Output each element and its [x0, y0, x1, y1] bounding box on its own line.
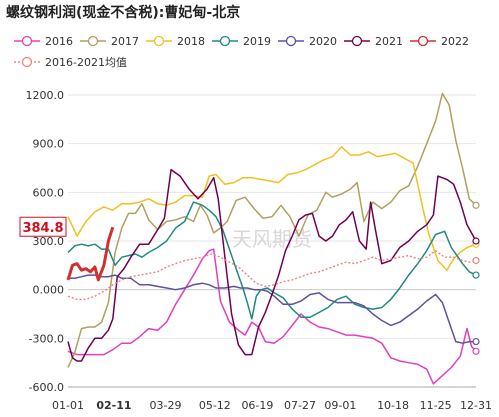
legend-label-4: 2019	[243, 35, 271, 48]
legend: 2016 2017 2018 2019 2020 2021 2022 2016-2021均值	[14, 35, 469, 69]
legend-label-5: 2020	[309, 35, 337, 48]
legend-label-3: 2018	[177, 35, 205, 48]
legend-item-5[interactable]: 2020	[278, 35, 337, 48]
series-line-2016-2021均值	[67, 250, 477, 301]
y-tick-label-7: -600.0	[29, 381, 64, 394]
series-end-point-2020	[472, 337, 480, 346]
last-value-box	[19, 216, 67, 237]
chart-title: 螺纹钢利润(现金不含税):曹妃甸-北京	[6, 5, 241, 21]
watermark-layer: 天风期货	[232, 227, 312, 251]
y-tick-label-3: 600.0	[33, 186, 65, 199]
series-line-2018	[67, 146, 477, 271]
x-tick-label-5: 06-19	[241, 399, 273, 412]
axis-layer: 1200.0 900.0 600.0 300.0 0.000 -300.0 -600.0 01…	[19, 89, 492, 412]
legend-item-7[interactable]: 2022	[410, 35, 469, 48]
legend-item-8[interactable]: 2016-2021均值	[14, 56, 127, 69]
legend-item-2[interactable]: 2017	[80, 35, 139, 48]
series-end-point-2021	[472, 237, 480, 245]
series-end-point-2016-2021均值	[472, 256, 480, 265]
last-value-callout: 384.8	[19, 216, 67, 237]
series-end-point-2016	[472, 347, 480, 355]
x-tick-label-7: 09-01	[324, 399, 356, 412]
y-tick-label-4: 300.0	[33, 235, 65, 248]
x-tick-label-10: 12-31	[460, 399, 492, 412]
series-layer	[66, 92, 480, 385]
y-tick-label-2: 900.0	[33, 138, 65, 151]
legend-item-6[interactable]: 2021	[344, 35, 403, 48]
series-end-point-2019	[472, 271, 480, 279]
x-tick-label-9: 11-25	[420, 399, 452, 412]
x-tick-label-4: 05-12	[199, 399, 231, 412]
series-line-2020	[68, 274, 476, 344]
x-tick-label-3: 03-29	[150, 399, 182, 412]
legend-item-4[interactable]: 2019	[212, 35, 271, 48]
legend-label-6: 2021	[375, 35, 403, 48]
series-line-2016	[67, 248, 477, 385]
x-tick-label-8: 10-18	[377, 399, 409, 412]
x-tick-label-1: 01-01	[52, 399, 84, 412]
series-line-2022	[66, 226, 115, 282]
x-tick-label-6: 07-27	[284, 399, 316, 412]
series-line-2021	[67, 168, 477, 362]
last-value-label: 384.8	[22, 221, 63, 236]
y-tick-label-6: -300.0	[29, 332, 64, 345]
legend-item-3[interactable]: 2018	[146, 35, 205, 48]
legend-label-7: 2022	[441, 35, 469, 48]
y-tick-label-1: 1200.0	[26, 89, 65, 102]
watermark-text: 天风期货	[232, 227, 312, 251]
legend-label-2: 2017	[111, 35, 139, 48]
series-line-2019	[67, 201, 477, 320]
legend-label-8: 2016-2021均值	[45, 56, 127, 69]
series-line-2017	[67, 92, 477, 368]
y-tick-label-5: 0.000	[33, 284, 65, 297]
x-tick-label-2: 02-11	[96, 399, 131, 412]
legend-item-1[interactable]: 2016	[14, 35, 73, 48]
series-end-point-2017	[472, 201, 480, 209]
legend-label-1: 2016	[45, 35, 73, 48]
